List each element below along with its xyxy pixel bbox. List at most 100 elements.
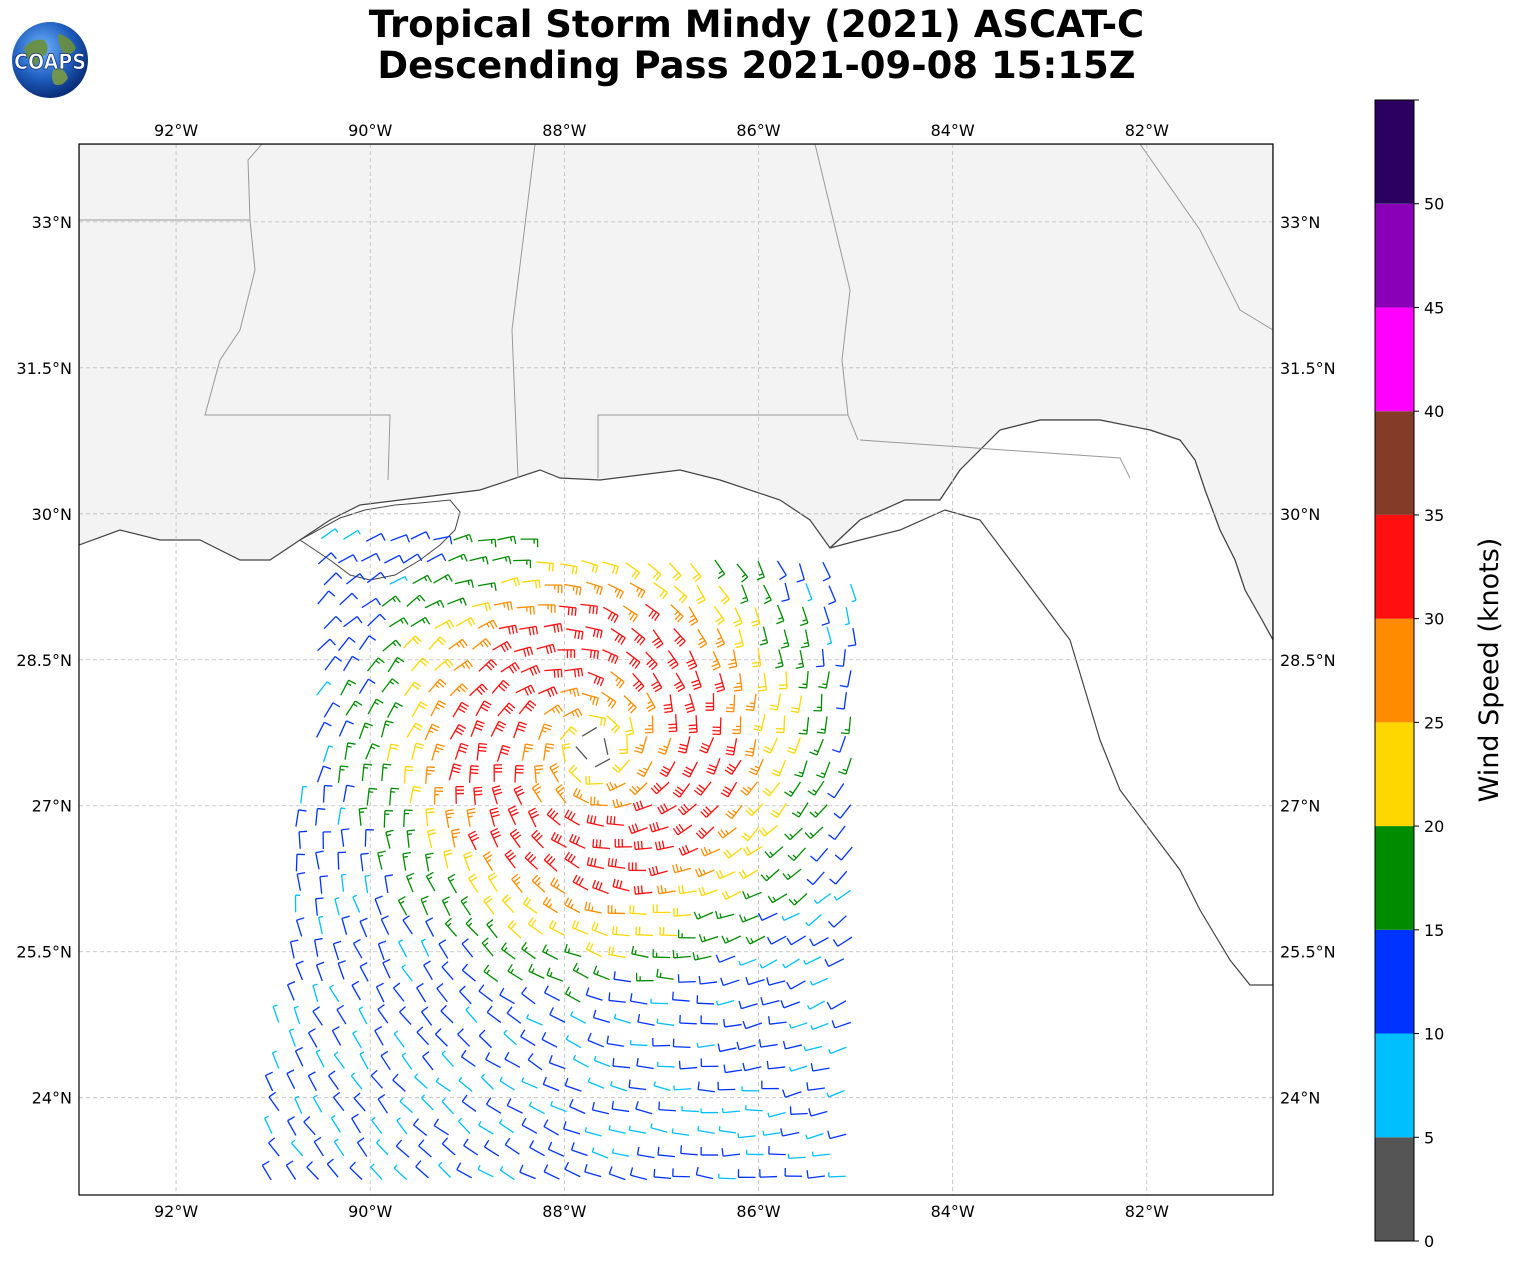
wind-barb [828,825,846,841]
colorbar-tick-label: 20 [1424,817,1444,836]
wind-barb [768,1016,787,1025]
wind-barb [323,615,343,630]
wind-barb [632,673,645,692]
wind-barb [541,1031,558,1048]
wind-barb [784,1168,803,1177]
coaps-logo: COAPS [12,22,88,98]
wind-barb [365,743,380,760]
wind-barb [537,604,556,613]
wind-barb [333,1051,345,1069]
wind-barb [295,917,305,937]
wind-barb [326,1158,339,1178]
wind-barb [657,1146,676,1158]
wind-barb [698,976,718,985]
wind-barb [776,560,787,581]
wind-barb [448,638,468,650]
wind-barb [736,1041,756,1051]
wind-barb [383,809,393,828]
wind-barb [441,961,454,981]
wind-barb [591,1147,609,1159]
colorbar-bin [1375,618,1414,723]
wind-barb [316,681,332,696]
wind-barb [483,895,495,915]
wind-barb [543,704,564,716]
wind-barb [315,1049,325,1068]
wind-barb [744,739,757,757]
wind-barb [653,1168,672,1180]
wind-barb [712,717,722,736]
colorbar-bin [1375,514,1414,619]
lon-tick-label: 90°W [348,121,392,140]
wind-barb [588,714,607,727]
wind-barb [543,985,560,1002]
wind-barb [840,716,852,735]
wind-barb [425,807,435,827]
wind-barb [828,585,837,605]
wind-barb [829,870,848,885]
wind-barb [454,579,474,588]
wind-barb [360,852,369,872]
wind-barb [294,894,301,913]
wind-barb [601,561,619,575]
wind-barb [780,1128,800,1137]
wind-barb [652,904,671,914]
wind-barb [844,606,850,626]
wind-barb [810,1022,829,1031]
wind-barb [544,668,563,678]
title-line-1: Tropical Storm Mindy (2021) ASCAT-C [368,3,1145,46]
wind-barb [461,938,474,958]
wind-barb [271,1050,280,1069]
colorbar-tick-label: 5 [1424,1128,1434,1147]
wind-barb [423,960,433,981]
wind-barb [473,786,483,806]
wind-barb [334,897,340,916]
wind-barb [496,744,511,762]
wind-barb [711,650,721,671]
wind-barb [402,915,413,935]
wind-barb [411,701,428,718]
wind-barb [752,648,762,668]
wind-barb [776,604,785,625]
wind-barb [521,941,536,960]
wind-barb [720,977,740,986]
wind-barb [760,996,780,1006]
wind-barb [611,1101,630,1113]
wind-barb [575,746,588,760]
wind-barb [585,941,603,958]
wind-barb [469,556,489,565]
wind-barb [736,563,749,583]
wind-barb [607,857,626,869]
wind-barb [787,847,806,862]
wind-barb [543,622,563,633]
wind-barb [725,694,736,713]
wind-barb [513,646,534,657]
wind-barb [584,901,602,914]
wind-barb [456,1162,473,1179]
wind-barb [629,782,648,795]
lat-axis-left: 33°N 31.5°N 30°N 28.5°N 27°N 25.5°N 24°N [16,213,72,1108]
wind-barb [745,1105,763,1112]
wind-barb [728,649,738,669]
wind-barb [332,1091,345,1112]
wind-barb [371,1116,383,1135]
wind-barb [625,562,641,580]
wind-barb [447,597,467,606]
wind-barb [420,1006,433,1026]
wind-barb [657,1061,675,1068]
wind-barb [286,981,296,1001]
colorbar-bin [1375,203,1414,308]
wind-barb [762,1130,781,1136]
wind-barb [506,1006,522,1024]
wind-barb [340,679,357,696]
wind-barb [345,700,363,716]
wind-barb [366,571,387,584]
wind-barb [453,659,473,671]
wind-barb [384,874,394,894]
wind-barb [564,667,584,678]
wind-barb [721,1148,741,1157]
wind-barb [405,872,415,893]
wind-barb [450,828,461,848]
wind-barb [294,1046,304,1067]
wind-barb [340,873,347,892]
wind-barb [738,1000,758,1010]
